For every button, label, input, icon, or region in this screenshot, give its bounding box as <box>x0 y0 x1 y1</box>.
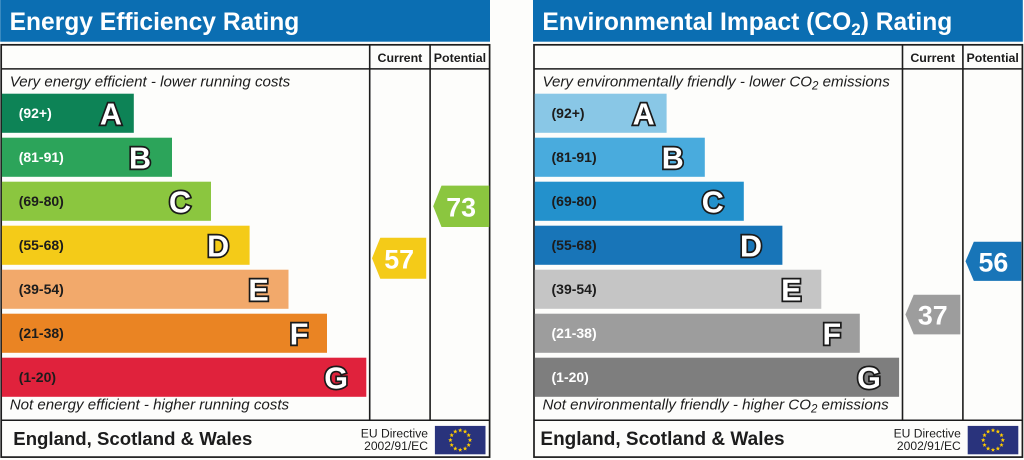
svg-text:(21-38): (21-38) <box>552 325 597 341</box>
svg-text:(55-68): (55-68) <box>552 237 597 253</box>
svg-text:2002/91/EC: 2002/91/EC <box>364 439 428 453</box>
svg-text:Environmental Impact (CO2) Rat: Environmental Impact (CO2) Rating <box>542 9 952 39</box>
svg-text:Current: Current <box>910 51 955 65</box>
svg-text:(39-54): (39-54) <box>552 281 597 297</box>
svg-text:D: D <box>740 229 762 263</box>
svg-text:Potential: Potential <box>434 51 486 65</box>
svg-text:(55-68): (55-68) <box>19 237 64 253</box>
svg-text:G: G <box>857 361 881 395</box>
svg-text:(69-80): (69-80) <box>552 193 597 209</box>
svg-text:Energy Efficiency Rating: Energy Efficiency Rating <box>10 9 300 36</box>
svg-text:Current: Current <box>378 51 423 65</box>
svg-text:EU Directive: EU Directive <box>361 426 428 440</box>
svg-text:B: B <box>129 141 151 175</box>
svg-text:(81-91): (81-91) <box>19 149 64 165</box>
svg-text:A: A <box>100 97 122 131</box>
svg-text:(21-38): (21-38) <box>19 325 64 341</box>
svg-text:England, Scotland & Wales: England, Scotland & Wales <box>540 429 784 450</box>
svg-text:England, Scotland & Wales: England, Scotland & Wales <box>13 428 252 449</box>
svg-text:C: C <box>169 185 191 219</box>
svg-text:G: G <box>324 361 348 395</box>
svg-text:F: F <box>823 317 842 351</box>
svg-text:Very energy efficient - lower: Very energy efficient - lower running co… <box>10 74 291 91</box>
svg-text:(81-91): (81-91) <box>552 149 597 165</box>
svg-text:D: D <box>207 229 229 263</box>
svg-text:73: 73 <box>446 192 476 222</box>
svg-text:57: 57 <box>384 244 414 274</box>
svg-text:EU Directive: EU Directive <box>894 426 961 440</box>
svg-text:E: E <box>248 273 268 307</box>
svg-text:2002/91/EC: 2002/91/EC <box>897 439 961 453</box>
svg-text:C: C <box>702 185 724 219</box>
svg-text:(39-54): (39-54) <box>19 281 64 297</box>
svg-text:Not energy efficient - higher: Not energy efficient - higher running co… <box>10 396 290 413</box>
svg-text:56: 56 <box>978 247 1008 277</box>
svg-text:(92+): (92+) <box>19 105 52 121</box>
svg-text:E: E <box>781 273 801 307</box>
svg-text:A: A <box>633 97 655 131</box>
svg-text:F: F <box>290 317 309 351</box>
svg-text:(69-80): (69-80) <box>19 193 64 209</box>
svg-text:B: B <box>662 141 684 175</box>
svg-text:Potential: Potential <box>967 51 1019 65</box>
svg-text:Very environmentally friendly: Very environmentally friendly - lower CO… <box>543 74 891 93</box>
svg-text:(1-20): (1-20) <box>19 369 56 385</box>
svg-text:37: 37 <box>918 301 948 331</box>
svg-text:(1-20): (1-20) <box>552 369 589 385</box>
svg-text:(92+): (92+) <box>552 105 585 121</box>
svg-text:Not environmentally friendly -: Not environmentally friendly - higher CO… <box>543 396 890 415</box>
